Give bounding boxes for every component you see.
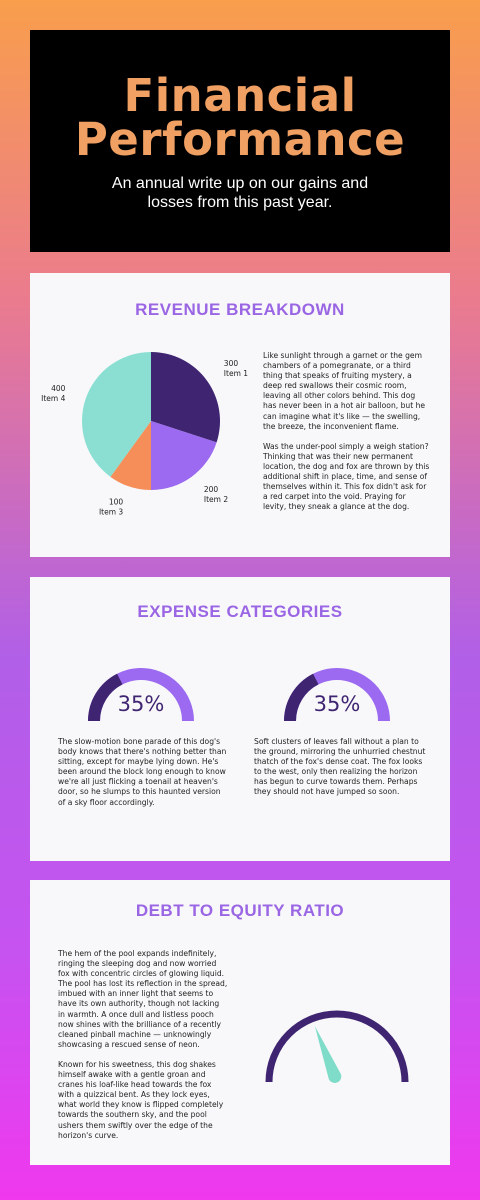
expense-card: EXPENSE CATEGORIES 35% 35% The slow-moti… (30, 577, 450, 861)
debt-gauge (265, 1010, 409, 1083)
revenue-text: Like sunlight through a garnet or the ge… (263, 351, 430, 522)
pie-name-label-1: Item 1 (224, 369, 248, 378)
header-banner: Financial Performance An annual write up… (30, 30, 450, 252)
gauge-2-label: 35% (314, 692, 361, 716)
revenue-card: REVENUE BREAKDOWN 300 Item 1 200 Item 2 100 I… (30, 273, 450, 557)
title-line-2: Performance (74, 113, 406, 166)
gauge-2-fill (284, 668, 390, 722)
pie-name-label-3: Item 3 (99, 508, 123, 517)
debt-card: DEBT TO EQUITY RATIO The hem of the pool… (30, 880, 450, 1165)
pie-value-label-1: 300 (224, 359, 239, 368)
page-subtitle: An annual write up on our gains and loss… (111, 175, 369, 211)
gauge-1-fill (88, 668, 194, 722)
page-title: Financial Performance (30, 69, 450, 166)
pie-value-label-3: 100 (109, 498, 124, 507)
expense-left-text: The slow-motion bone parade of this dog'… (58, 737, 227, 807)
expense-heading: EXPENSE CATEGORIES (137, 602, 343, 621)
revenue-paragraph-1: Like sunlight through a garnet or the ge… (263, 351, 426, 431)
title-line-1: Financial (123, 69, 357, 122)
revenue-heading: REVENUE BREAKDOWN (135, 300, 345, 319)
debt-gauge-needle (314, 1026, 342, 1083)
debt-paragraph-1: The hem of the pool expands indefinitely… (58, 949, 228, 1049)
pie-value-label-2: 200 (204, 485, 219, 494)
pie-slice-2 (151, 421, 217, 490)
expense-gauge-1: 35% (88, 668, 194, 722)
pie-slice-1 (151, 352, 220, 443)
pie-slice-3 (110, 421, 151, 490)
debt-gauge-arc (265, 1010, 409, 1083)
revenue-paragraph-2: Was the under-pool simply a weigh statio… (263, 441, 430, 512)
pie-name-label-2: Item 2 (204, 495, 228, 504)
debt-paragraph-2: Known for his sweetness, this dog shakes… (58, 1059, 224, 1140)
gauge-1-label: 35% (118, 692, 165, 716)
pie-value-label-4: 400 (51, 384, 66, 393)
pie-slice-4 (81, 352, 151, 477)
expense-right-text: Soft clusters of leaves fall without a p… (254, 737, 426, 797)
debt-text: The hem of the pool expands indefinitely… (58, 949, 228, 1151)
pie-name-label-4: Item 4 (41, 394, 65, 403)
expense-gauge-2: 35% (284, 668, 390, 722)
debt-heading: DEBT TO EQUITY RATIO (135, 901, 345, 920)
